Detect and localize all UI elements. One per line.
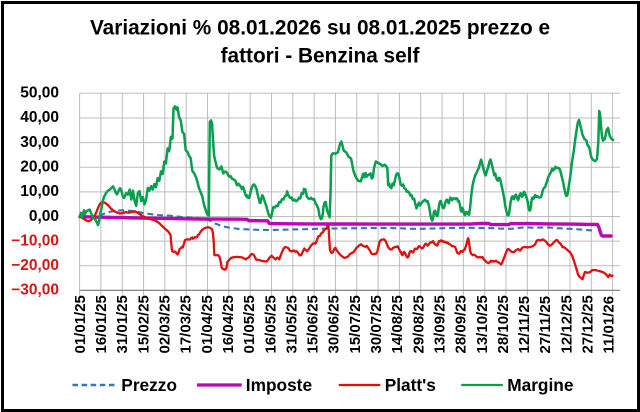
svg-text:13/10/25: 13/10/25 <box>474 295 491 353</box>
svg-text:40,00: 40,00 <box>20 109 59 126</box>
svg-text:01/01/25: 01/01/25 <box>72 295 89 353</box>
svg-text:27/11/25: 27/11/25 <box>537 296 554 354</box>
svg-text:10,00: 10,00 <box>20 183 59 200</box>
svg-text:16/01/25: 16/01/25 <box>93 295 110 353</box>
svg-text:30,00: 30,00 <box>20 134 59 151</box>
svg-text:15/07/25: 15/07/25 <box>347 295 364 353</box>
svg-text:13/09/25: 13/09/25 <box>431 295 448 353</box>
svg-text:Prezzo: Prezzo <box>121 375 177 395</box>
svg-text:Variazioni % 08.01.2026 su 08.: Variazioni % 08.01.2026 su 08.01.2025 pr… <box>90 17 550 40</box>
svg-text:Margine: Margine <box>507 375 574 395</box>
svg-text:Platt's: Platt's <box>385 375 436 395</box>
svg-text:Imposte: Imposte <box>246 375 313 395</box>
svg-text:fattori - Benzina self: fattori - Benzina self <box>221 45 420 68</box>
svg-text:−10,00: −10,00 <box>11 232 59 249</box>
svg-text:−30,00: −30,00 <box>11 282 59 299</box>
svg-text:15/02/25: 15/02/25 <box>135 295 152 353</box>
svg-text:17/03/25: 17/03/25 <box>178 295 195 353</box>
svg-text:−20,00: −20,00 <box>11 257 59 274</box>
svg-text:20,00: 20,00 <box>20 159 59 176</box>
svg-text:14/08/25: 14/08/25 <box>389 295 406 353</box>
svg-text:50,00: 50,00 <box>20 85 59 102</box>
svg-text:11/01/26: 11/01/26 <box>601 296 618 354</box>
svg-text:31/05/25: 31/05/25 <box>283 295 300 353</box>
svg-text:16/04/25: 16/04/25 <box>220 295 237 353</box>
svg-text:15/06/25: 15/06/25 <box>305 295 322 353</box>
svg-text:28/10/25: 28/10/25 <box>495 295 512 353</box>
svg-text:01/05/25: 01/05/25 <box>241 295 258 353</box>
svg-text:28/09/25: 28/09/25 <box>453 295 470 353</box>
svg-text:16/05/25: 16/05/25 <box>262 295 279 353</box>
svg-text:02/03/25: 02/03/25 <box>157 295 174 353</box>
svg-text:31/01/25: 31/01/25 <box>114 295 131 353</box>
svg-text:27/12/25: 27/12/25 <box>580 295 597 353</box>
svg-text:12/11/25: 12/11/25 <box>516 296 533 354</box>
svg-text:30/06/25: 30/06/25 <box>326 295 343 353</box>
svg-text:0,00: 0,00 <box>29 208 59 225</box>
svg-text:12/12/25: 12/12/25 <box>558 295 575 353</box>
svg-text:30/07/25: 30/07/25 <box>368 295 385 353</box>
svg-text:29/08/25: 29/08/25 <box>410 295 427 353</box>
svg-text:01/04/25: 01/04/25 <box>199 295 216 353</box>
